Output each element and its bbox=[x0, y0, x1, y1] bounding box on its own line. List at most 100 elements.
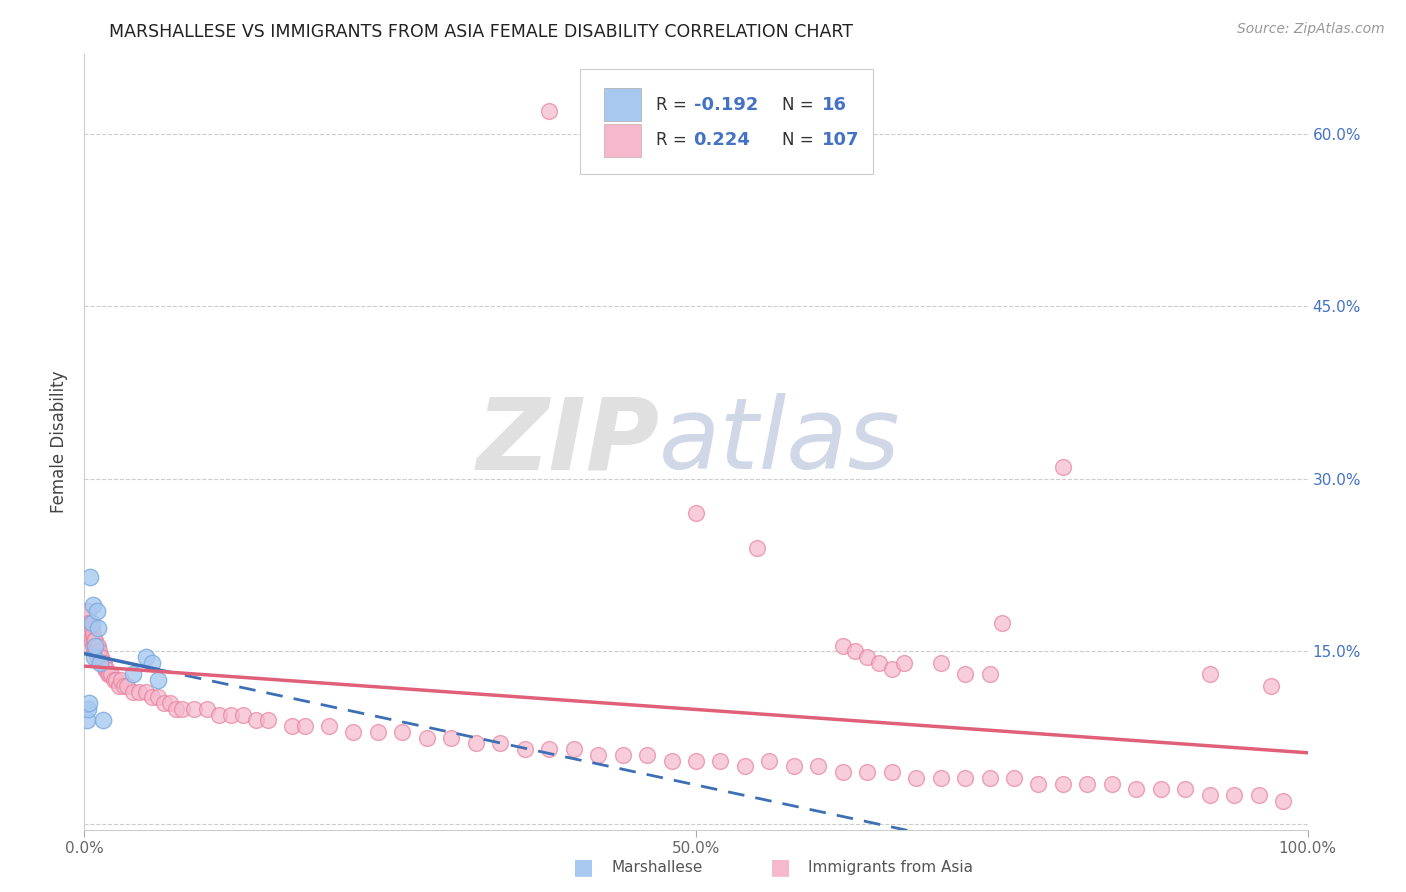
Point bbox=[208, 707, 231, 722]
FancyBboxPatch shape bbox=[579, 69, 873, 174]
Point bbox=[747, 541, 769, 555]
Point bbox=[146, 673, 169, 687]
Point bbox=[135, 650, 157, 665]
FancyBboxPatch shape bbox=[605, 124, 641, 157]
Point bbox=[538, 103, 561, 118]
Point bbox=[128, 684, 150, 698]
Point bbox=[87, 650, 110, 665]
Point bbox=[96, 662, 118, 676]
Point bbox=[76, 610, 98, 624]
Point bbox=[856, 650, 879, 665]
Point bbox=[80, 632, 103, 647]
Point bbox=[141, 690, 163, 705]
Point bbox=[195, 702, 218, 716]
Point bbox=[953, 667, 976, 681]
Point bbox=[83, 650, 105, 665]
Point bbox=[122, 684, 145, 698]
Point bbox=[281, 719, 304, 733]
Point bbox=[86, 604, 108, 618]
Point bbox=[1247, 788, 1270, 802]
Point bbox=[105, 673, 128, 687]
Point bbox=[112, 679, 135, 693]
Point bbox=[636, 747, 658, 762]
Point bbox=[979, 667, 1001, 681]
Point bbox=[245, 714, 267, 728]
Point bbox=[831, 765, 853, 780]
Point bbox=[1150, 782, 1173, 797]
Point bbox=[79, 615, 101, 630]
Text: MARSHALLESE VS IMMIGRANTS FROM ASIA FEMALE DISABILITY CORRELATION CHART: MARSHALLESE VS IMMIGRANTS FROM ASIA FEMA… bbox=[108, 23, 853, 41]
Point bbox=[1198, 788, 1220, 802]
FancyBboxPatch shape bbox=[605, 88, 641, 121]
Point bbox=[141, 656, 163, 670]
Point bbox=[172, 702, 194, 716]
Point bbox=[1052, 776, 1074, 790]
Point bbox=[159, 696, 181, 710]
Point bbox=[1076, 776, 1098, 790]
Point bbox=[79, 627, 101, 641]
Point bbox=[77, 615, 100, 630]
Point bbox=[661, 754, 683, 768]
Point bbox=[391, 724, 413, 739]
Point bbox=[77, 696, 100, 710]
Text: 107: 107 bbox=[823, 131, 859, 150]
Point bbox=[1125, 782, 1147, 797]
Point bbox=[513, 742, 536, 756]
Point bbox=[77, 604, 100, 618]
Point bbox=[856, 765, 879, 780]
Point bbox=[84, 644, 107, 658]
Point bbox=[80, 615, 103, 630]
Point bbox=[953, 771, 976, 785]
Point bbox=[77, 702, 100, 716]
Point bbox=[489, 736, 512, 750]
Point bbox=[1198, 667, 1220, 681]
Point bbox=[464, 736, 486, 750]
Point bbox=[80, 621, 103, 635]
Point bbox=[905, 771, 928, 785]
Point bbox=[93, 656, 115, 670]
Point bbox=[219, 707, 242, 722]
Point bbox=[90, 650, 112, 665]
Text: Source: ZipAtlas.com: Source: ZipAtlas.com bbox=[1237, 22, 1385, 37]
Point bbox=[538, 742, 561, 756]
Point bbox=[783, 759, 806, 773]
Point bbox=[294, 719, 316, 733]
Point bbox=[979, 771, 1001, 785]
Point bbox=[807, 759, 830, 773]
Text: -0.192: -0.192 bbox=[693, 95, 758, 114]
Point bbox=[77, 621, 100, 635]
Point bbox=[586, 747, 609, 762]
Point bbox=[165, 702, 187, 716]
Point bbox=[232, 707, 254, 722]
Point bbox=[77, 627, 100, 641]
Point bbox=[183, 702, 205, 716]
Point bbox=[87, 644, 110, 658]
Y-axis label: Female Disability: Female Disability bbox=[51, 370, 69, 513]
Point bbox=[929, 656, 952, 670]
Point bbox=[84, 639, 107, 653]
Point bbox=[318, 719, 340, 733]
Point bbox=[82, 639, 104, 653]
Point bbox=[880, 765, 903, 780]
Point bbox=[844, 644, 866, 658]
Point bbox=[122, 667, 145, 681]
Point bbox=[107, 679, 129, 693]
Text: ■: ■ bbox=[770, 857, 790, 877]
Point bbox=[79, 632, 101, 647]
Point bbox=[1028, 776, 1050, 790]
Point bbox=[86, 639, 108, 653]
Point bbox=[83, 644, 105, 658]
Point bbox=[84, 632, 107, 647]
Point bbox=[86, 650, 108, 665]
Point bbox=[1174, 782, 1197, 797]
Text: Marshallese: Marshallese bbox=[612, 860, 703, 874]
Point bbox=[342, 724, 364, 739]
Point bbox=[1052, 460, 1074, 475]
Point bbox=[880, 662, 903, 676]
Point bbox=[82, 599, 104, 613]
Text: N =: N = bbox=[782, 95, 818, 114]
Text: ■: ■ bbox=[574, 857, 593, 877]
Point bbox=[612, 747, 634, 762]
Text: Immigrants from Asia: Immigrants from Asia bbox=[808, 860, 973, 874]
Point bbox=[82, 627, 104, 641]
